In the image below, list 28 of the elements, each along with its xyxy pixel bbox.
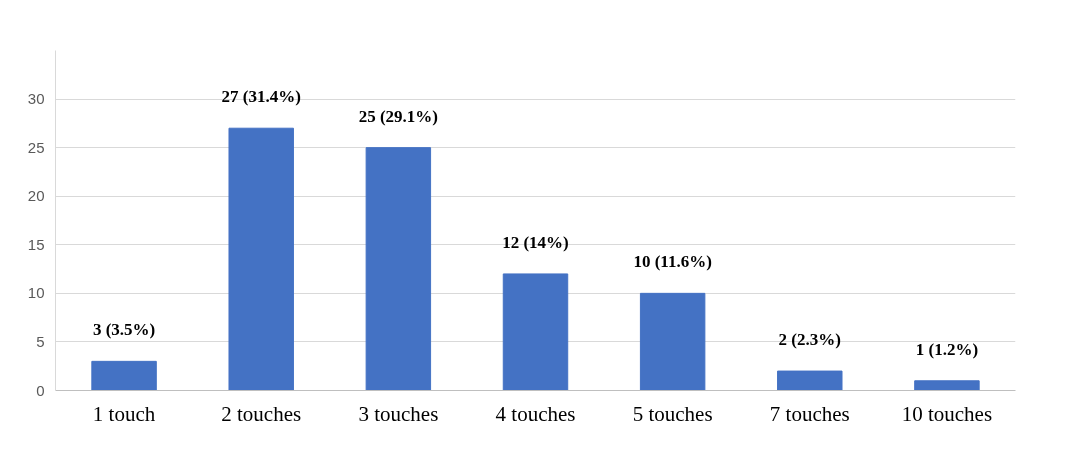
y-tick-label: 25 <box>27 138 45 156</box>
x-tick-label: 10 touches <box>901 401 993 426</box>
bar <box>228 127 294 391</box>
data-label: 1 (1.2%) <box>915 339 979 359</box>
x-tick-label: 4 touches <box>495 401 576 426</box>
y-tick-label: 20 <box>27 187 45 205</box>
y-tick-label: 0 <box>36 381 45 399</box>
data-label: 25 (29.1%) <box>358 106 439 126</box>
x-tick-label: 5 touches <box>632 401 713 426</box>
x-tick-label: 1 touch <box>92 401 156 426</box>
data-label: 12 (14%) <box>502 232 569 252</box>
x-tick-label: 7 touches <box>769 401 850 426</box>
x-tick-label: 3 touches <box>358 401 439 426</box>
bar <box>777 370 843 391</box>
bar <box>91 360 157 391</box>
bar <box>914 380 980 391</box>
bar <box>639 292 706 391</box>
y-tick-label: 15 <box>27 235 45 253</box>
y-tick-label: 5 <box>36 332 45 350</box>
y-tick-label: 10 <box>27 284 45 302</box>
bar <box>365 147 432 391</box>
bar <box>502 273 569 391</box>
x-tick-label: 2 touches <box>221 401 302 426</box>
data-label: 27 (31.4%) <box>221 87 301 107</box>
y-tick-label: 30 <box>27 90 45 108</box>
data-label: 2 (2.3%) <box>778 330 841 350</box>
data-label: 3 (3.5%) <box>92 320 156 340</box>
data-label: 10 (11.6%) <box>633 252 712 272</box>
